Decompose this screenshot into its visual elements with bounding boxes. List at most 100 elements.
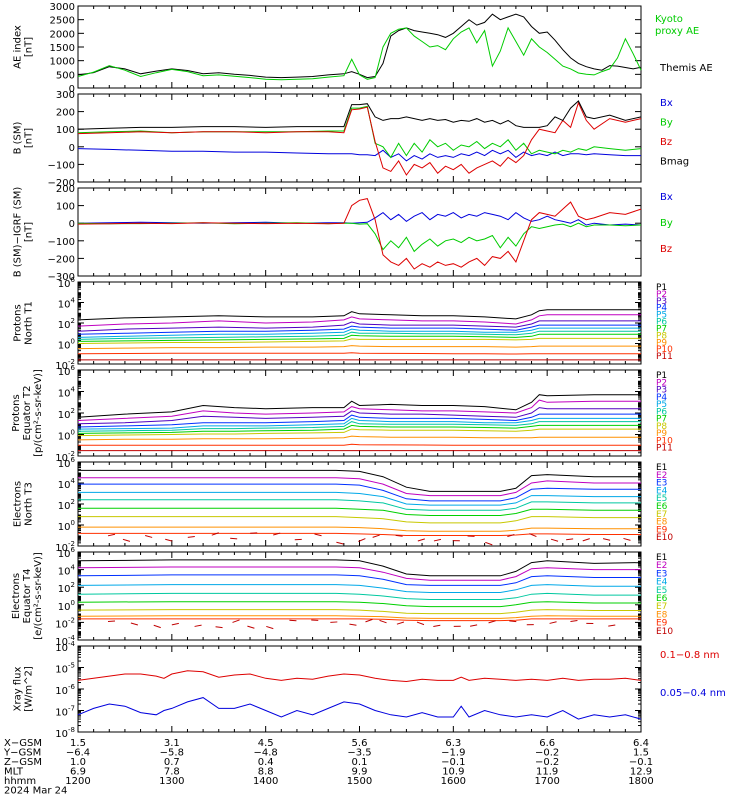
x-axis-tick-label: 1700: [534, 776, 559, 787]
series-line-e3: [77, 574, 641, 586]
legend-label-p7: P7: [656, 415, 667, 425]
series-segment-e10: [171, 622, 179, 626]
y-axis-label: North T1: [24, 301, 35, 345]
x-axis-tick-label: −0.1: [629, 757, 653, 768]
y-tick-base: 10: [58, 300, 71, 311]
y-tick-exponent: -2: [68, 358, 75, 366]
y-tick-exponent: -8: [68, 726, 75, 734]
y-tick-label: 106: [58, 456, 76, 470]
y-tick-base: 10: [55, 643, 68, 654]
legend-label-themis: Themis AE: [659, 63, 713, 74]
legend-label-p1: P1: [656, 283, 667, 293]
series-segment-e10: [529, 533, 537, 538]
series-segment-e10: [372, 534, 380, 538]
legend-label-e10: E10: [656, 627, 673, 637]
series-segment-e10: [549, 621, 557, 624]
series-line-e8: [77, 615, 641, 619]
y-tick-exponent: 6: [71, 364, 76, 372]
series-segment-e10: [211, 532, 219, 536]
y-tick-label: 104: [58, 386, 76, 400]
y-tick-exponent: 0: [71, 519, 75, 527]
y-tick-base: 10: [58, 410, 71, 421]
x-axis-tick-label: −1.9: [441, 748, 465, 759]
x-axis-tick-label: −6.4: [66, 748, 90, 759]
y-tick-base: 10: [58, 522, 71, 533]
y-tick-exponent: 4: [71, 386, 76, 394]
series-line-bmag: [77, 100, 642, 130]
series-segment-e10: [433, 624, 441, 628]
series-line-p7: [77, 424, 641, 434]
y-tick-label: −200: [48, 254, 75, 265]
y-tick-exponent: 4: [71, 297, 76, 305]
series-line-by: [77, 105, 642, 159]
y-axis-label: Equator T2: [22, 386, 33, 441]
y-tick-label: −100: [48, 160, 75, 171]
y-tick-label: −100: [48, 237, 75, 248]
legend-line: Kyoto: [655, 14, 683, 25]
y-tick-base: 10: [58, 549, 71, 560]
y-tick-label: 100: [58, 338, 75, 352]
legend-label-e5: E5: [656, 494, 667, 504]
series-line-kyoto-proxy-ae: [77, 26, 642, 81]
series-segment-e10: [379, 619, 387, 624]
y-tick-label: 100: [58, 599, 75, 613]
x-axis-tick-label: 1200: [65, 776, 90, 787]
legend-label-0-05-0-4-nm: 0.05−0.4 nm: [660, 688, 726, 699]
legend-label-e9: E9: [656, 525, 668, 535]
series-segment-e10: [273, 532, 281, 536]
y-tick-base: 10: [58, 501, 71, 512]
y-tick-base: 10: [55, 637, 68, 648]
legend-label-bx: Bx: [660, 192, 673, 203]
y-tick-base: 10: [58, 602, 71, 613]
y-tick-exponent: 6: [71, 276, 76, 284]
y-tick-label: 1500: [50, 43, 75, 54]
series-line-e1: [77, 559, 642, 577]
x-axis-tick-label: 6.3: [445, 738, 461, 749]
y-tick-label: 100: [56, 202, 75, 213]
y-tick-exponent: 4: [71, 564, 76, 572]
legend-label-e2: E2: [656, 561, 667, 571]
panel-frame: [77, 645, 642, 733]
legend-label-by: By: [660, 118, 673, 129]
y-axis-label: [nT]: [24, 37, 35, 57]
legend-label-p10: P10: [656, 345, 673, 355]
y-tick-label: 3000: [50, 2, 75, 13]
series-segment-e10: [417, 538, 425, 542]
series-line-p7: [77, 333, 641, 342]
series-segment-e10: [230, 537, 238, 540]
y-tick-exponent: -2: [68, 540, 75, 548]
y-tick-label: 106: [58, 364, 76, 378]
y-tick-base: 10: [58, 367, 71, 378]
series-line-e3: [78, 483, 641, 502]
x-axis-row-label: X−GSM: [4, 738, 42, 749]
x-axis-tick-label: 6.6: [539, 738, 555, 749]
y-axis-label: B (SM): [13, 121, 24, 154]
y-tick-label: 2000: [50, 29, 75, 40]
legend-label-e1: E1: [656, 463, 667, 473]
y-tick-base: 10: [55, 708, 68, 719]
y-tick-exponent: -6: [68, 683, 76, 691]
y-tick-exponent: 2: [71, 317, 75, 325]
y-tick-label: 102: [58, 498, 75, 512]
series-line-0-1-0-8-nm: [77, 670, 642, 683]
x-axis-tick-label: 0.1: [352, 757, 368, 768]
series-segment-e10: [336, 541, 344, 545]
y-tick-exponent: 6: [71, 546, 76, 554]
x-axis-tick-label: 11.9: [536, 767, 558, 778]
series-line-bx: [77, 148, 641, 162]
legend-label-p2: P2: [656, 378, 667, 388]
series-segment-e10: [488, 620, 496, 624]
series-line-p6: [77, 421, 641, 432]
legend-label-p8: P8: [656, 422, 667, 432]
legend-label-e8: E8: [656, 518, 668, 528]
y-axis-label: [nT]: [24, 128, 35, 148]
series-line-e1: [78, 469, 641, 492]
y-tick-label: 10-2: [55, 450, 75, 464]
series-line-e6: [78, 507, 641, 516]
legend-label-e3: E3: [656, 479, 667, 489]
y-tick-exponent: -2: [68, 616, 75, 624]
series-segment-e10: [122, 538, 131, 542]
legend-label-e7: E7: [656, 602, 667, 612]
legend-label-bx: Bx: [660, 98, 673, 109]
legend-label-e2: E2: [656, 471, 667, 481]
